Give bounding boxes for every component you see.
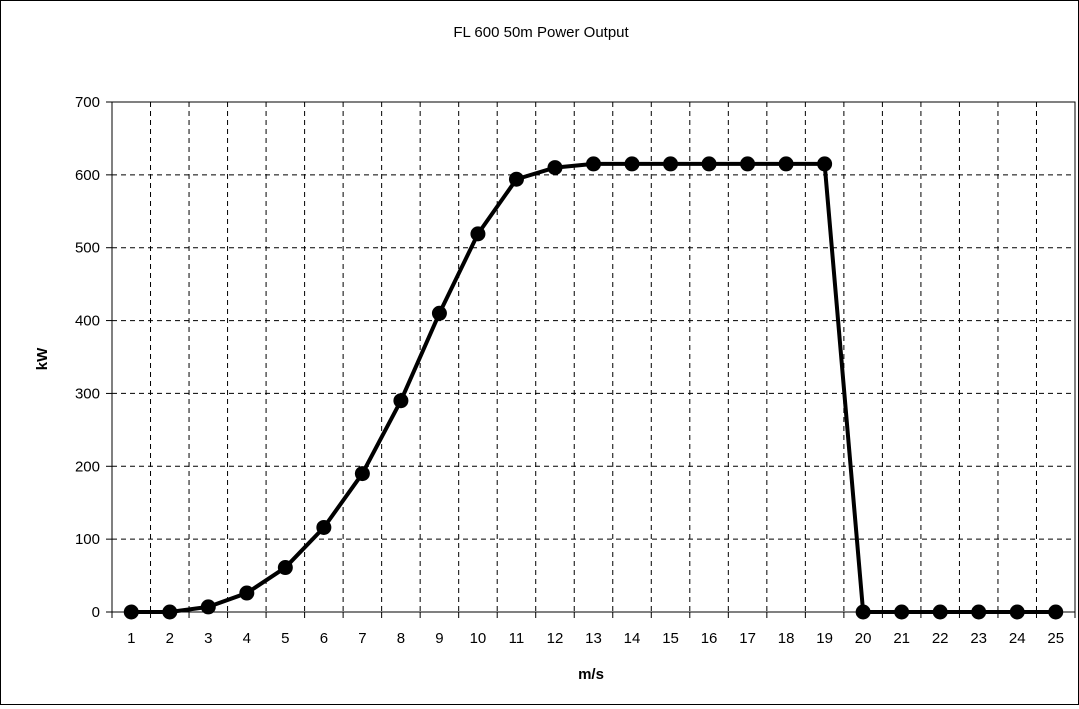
- data-point: [1048, 604, 1064, 620]
- data-point: [855, 604, 871, 620]
- data-point: [431, 305, 447, 321]
- y-tick-label: 0: [92, 604, 100, 621]
- data-point: [200, 599, 216, 615]
- data-point: [354, 466, 370, 482]
- data-point: [239, 585, 255, 601]
- y-tick-label: 500: [75, 240, 100, 257]
- x-tick-label: 18: [778, 630, 795, 647]
- x-tick-label: 19: [816, 630, 833, 647]
- data-point: [123, 604, 139, 620]
- series-layer: [123, 156, 1064, 620]
- y-tick-label: 200: [75, 458, 100, 475]
- plot-area: [111, 101, 1076, 613]
- y-tick-label: 300: [75, 385, 100, 402]
- data-point: [624, 156, 640, 172]
- data-point: [894, 604, 910, 620]
- data-point: [547, 160, 563, 176]
- y-tick-label: 400: [75, 313, 100, 330]
- data-point: [508, 171, 524, 187]
- x-tick-label: 8: [397, 630, 405, 647]
- data-point: [470, 226, 486, 242]
- y-tick-label: 600: [75, 167, 100, 184]
- x-tick-label: 11: [509, 630, 525, 647]
- data-point: [277, 560, 293, 576]
- x-tick-label: 22: [932, 630, 949, 647]
- x-tick-label: 23: [970, 630, 987, 647]
- data-point: [393, 393, 409, 409]
- data-point: [778, 156, 794, 172]
- x-tick-label: 10: [470, 630, 487, 647]
- x-tick-label: 16: [701, 630, 718, 647]
- data-point: [316, 519, 332, 535]
- y-axis-title: kW: [34, 347, 51, 370]
- x-tick-label: 12: [547, 630, 564, 647]
- series-line: [129, 161, 1058, 614]
- x-tick-label: 25: [1047, 630, 1064, 647]
- data-point: [740, 156, 756, 172]
- x-tick-label: 24: [1009, 630, 1026, 647]
- data-point: [586, 156, 601, 172]
- chart-title: FL 600 50m Power Output: [453, 24, 629, 41]
- x-tick-label: 2: [166, 630, 174, 647]
- x-tick-label: 6: [320, 630, 328, 647]
- data-point: [971, 604, 987, 620]
- data-point: [932, 604, 948, 620]
- x-tick-label: 1: [127, 630, 135, 647]
- x-tick-label: 14: [624, 630, 641, 647]
- data-point: [701, 156, 717, 172]
- y-tick-label: 100: [75, 531, 100, 548]
- x-axis-title: m/s: [578, 666, 604, 683]
- x-tick-label: 4: [243, 630, 251, 647]
- x-tick-label: 15: [662, 630, 679, 647]
- x-tick-label: 3: [204, 630, 212, 647]
- x-tick-label: 13: [585, 630, 602, 647]
- x-tick-label: 20: [855, 630, 872, 647]
- x-tick-label: 7: [358, 630, 366, 647]
- x-tick-label: 17: [739, 630, 756, 647]
- data-point: [1009, 604, 1025, 620]
- x-tick-label: 5: [281, 630, 289, 647]
- x-tick-label: 21: [893, 630, 910, 647]
- data-point: [663, 156, 679, 172]
- grid-layer: [112, 102, 1075, 612]
- y-tick-label: 700: [75, 94, 100, 111]
- x-tick-label: 9: [435, 630, 443, 647]
- data-point: [162, 604, 178, 620]
- data-point: [817, 156, 833, 172]
